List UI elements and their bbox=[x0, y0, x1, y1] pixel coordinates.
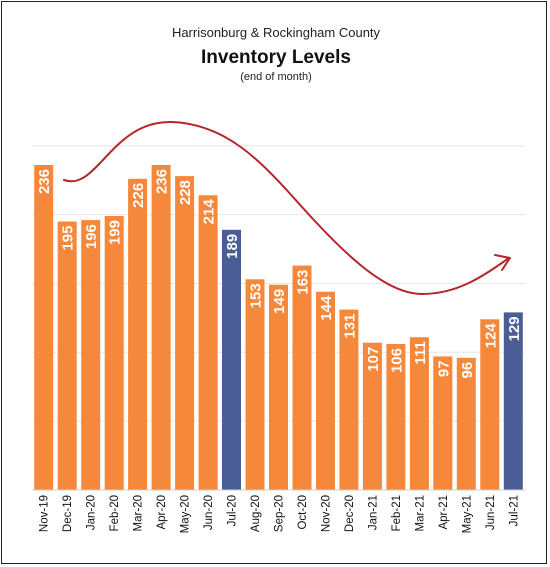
bar bbox=[198, 195, 218, 491]
bar bbox=[503, 312, 523, 490]
bar-value-label: 107 bbox=[365, 347, 382, 372]
x-tick-label: Nov-20 bbox=[321, 495, 333, 532]
bar bbox=[316, 291, 335, 490]
bar bbox=[222, 229, 241, 491]
bar-value-label: 96 bbox=[459, 362, 476, 379]
bar-value-label: 111 bbox=[412, 341, 429, 364]
bar bbox=[456, 357, 476, 490]
bar-value-label: 144 bbox=[318, 295, 335, 321]
chart-supertitle: Harrisonburg & Rockingham County bbox=[172, 25, 381, 40]
x-tick-label: Jul-20 bbox=[227, 495, 239, 526]
x-tick-label: Mar-21 bbox=[414, 495, 426, 531]
bar bbox=[433, 356, 453, 490]
bar-value-label: 236 bbox=[36, 169, 53, 194]
x-tick-label: Aug-20 bbox=[250, 495, 262, 532]
x-tick-label: Nov-19 bbox=[39, 495, 51, 532]
bar-value-label: 106 bbox=[388, 348, 405, 373]
x-tick-label: Feb-20 bbox=[109, 495, 121, 531]
x-tick-label: Apr-20 bbox=[156, 495, 168, 530]
bars bbox=[32, 165, 525, 491]
x-tick-label: Mar-20 bbox=[133, 495, 145, 531]
bar-value-label: 228 bbox=[177, 180, 194, 205]
bar bbox=[104, 216, 124, 490]
x-axis-ticks: Nov-19 Dec-19 Jan-20 Feb-20 Mar-20 Apr-20 May-… bbox=[39, 495, 521, 533]
x-tick-label: May-21 bbox=[461, 495, 473, 533]
bar bbox=[292, 265, 312, 490]
x-tick-label: Feb-21 bbox=[391, 495, 403, 531]
x-tick-label: Jan-21 bbox=[367, 495, 379, 530]
x-tick-label: Jan-20 bbox=[86, 495, 98, 530]
bar-value-label: 196 bbox=[83, 224, 100, 249]
bar-value-label: 226 bbox=[130, 183, 147, 208]
chart-subtitle: (end of month) bbox=[240, 71, 312, 83]
bar bbox=[175, 176, 195, 490]
x-tick-label: Dec-19 bbox=[62, 495, 74, 532]
x-tick-label: Jun-21 bbox=[485, 495, 497, 530]
bar-value-label: 153 bbox=[248, 283, 265, 308]
bar bbox=[81, 220, 101, 490]
x-tick-label: Apr-21 bbox=[438, 495, 450, 530]
bar-value-labels: 236 195 196 199 226 236 228 214 189 153 149 163 144 1… bbox=[36, 169, 523, 378]
bar-value-label: 131 bbox=[341, 314, 358, 339]
bar bbox=[57, 221, 77, 490]
bar bbox=[34, 165, 54, 490]
bar-value-label: 149 bbox=[271, 289, 288, 314]
bar bbox=[245, 279, 265, 490]
x-tick-label: May-20 bbox=[180, 495, 192, 533]
bar-value-label: 129 bbox=[506, 316, 523, 341]
chart-title: Inventory Levels bbox=[201, 47, 351, 68]
bar bbox=[269, 284, 288, 490]
trend-curve bbox=[63, 120, 510, 296]
bar-value-label: 124 bbox=[482, 323, 499, 349]
bar bbox=[362, 342, 382, 490]
trend-arrowhead bbox=[494, 254, 511, 271]
x-tick-label: Dec-20 bbox=[344, 495, 356, 532]
bar bbox=[128, 178, 148, 491]
bar bbox=[409, 337, 429, 490]
x-tick-label: Jul-21 bbox=[508, 495, 520, 526]
x-tick-label: Sep-20 bbox=[274, 495, 286, 532]
trend-arrow bbox=[63, 120, 511, 296]
bar-value-label: 236 bbox=[154, 169, 171, 194]
bar bbox=[151, 165, 171, 490]
bar-value-label: 214 bbox=[201, 199, 218, 225]
bar-value-label: 189 bbox=[224, 234, 241, 259]
bar-value-label: 97 bbox=[435, 360, 452, 377]
x-tick-label: Oct-20 bbox=[297, 495, 309, 530]
bar-value-label: 199 bbox=[107, 220, 124, 245]
bar-value-label: 195 bbox=[60, 226, 77, 251]
bar bbox=[386, 344, 406, 490]
x-tick-label: Jun-20 bbox=[203, 495, 215, 530]
bar-value-label: 163 bbox=[295, 270, 312, 295]
bar bbox=[480, 319, 500, 490]
bar bbox=[339, 309, 359, 490]
